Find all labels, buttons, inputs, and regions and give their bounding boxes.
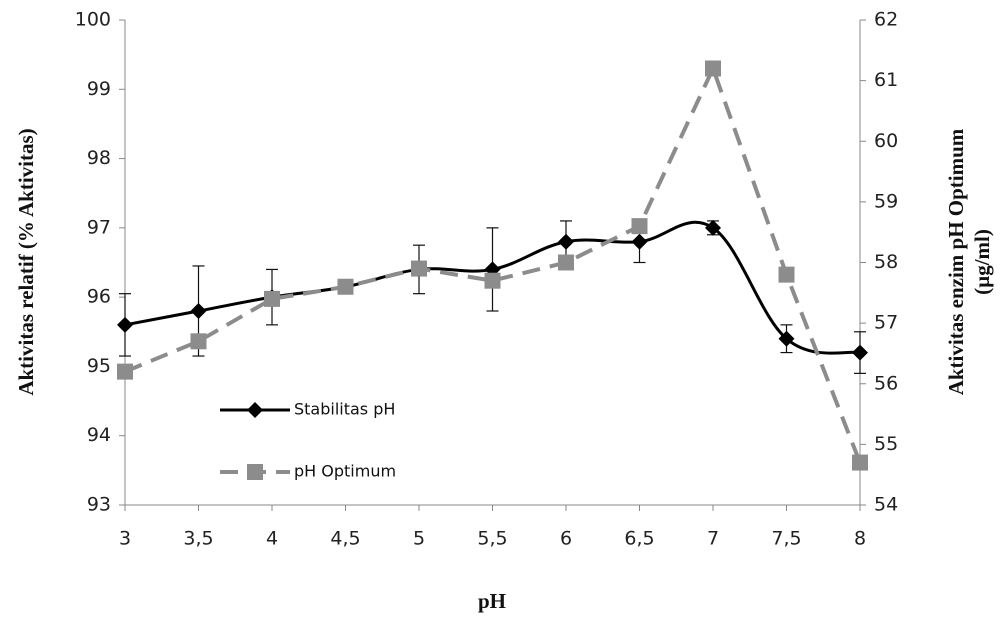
series-line — [124, 63, 862, 464]
x-tick-label: 6,5 — [624, 528, 654, 550]
x-tick-label: 3 — [119, 528, 131, 550]
point — [117, 363, 133, 380]
point — [705, 219, 721, 236]
point — [117, 316, 133, 333]
legend-marker — [247, 402, 263, 418]
y-tick-label: 96 — [87, 286, 111, 308]
x-tick-label: 7 — [707, 528, 719, 550]
y2-tick-label: 62 — [874, 9, 898, 31]
legend-label: pH Optimum — [294, 462, 396, 481]
x-axis-title: pH — [478, 589, 506, 613]
x-tick-label: 5 — [413, 528, 425, 550]
point — [558, 254, 574, 271]
x-tick-label: 4 — [266, 528, 278, 550]
y2-tick-label: 54 — [874, 494, 898, 516]
y-axis-title: Aktivitas relatif (% Aktivitas) — [14, 128, 38, 395]
x-tick-label: 3,5 — [183, 528, 213, 550]
point — [778, 330, 795, 347]
point — [411, 260, 427, 277]
y2-tick-label: 61 — [874, 69, 898, 91]
x-tick-label: 5,5 — [477, 528, 507, 550]
x-tick-label: 8 — [854, 528, 866, 550]
y2-tick-label: 58 — [874, 251, 898, 273]
point — [484, 272, 501, 289]
y2-tick-label: 57 — [874, 312, 898, 334]
point — [852, 344, 868, 361]
y-tick-label: 97 — [87, 216, 111, 238]
y2-tick-label: 56 — [874, 372, 898, 394]
point — [190, 333, 207, 350]
y-tick-label: 99 — [87, 78, 111, 100]
point — [190, 303, 207, 319]
point — [778, 266, 795, 283]
series-line — [124, 220, 861, 355]
y2-tick-label: 59 — [874, 190, 898, 212]
y-tick-label: 95 — [87, 355, 111, 377]
point — [631, 218, 648, 235]
y2-tick-label: 60 — [874, 130, 898, 152]
legend-marker — [247, 464, 263, 480]
point — [631, 233, 648, 250]
legend-label: Stabilitas pH — [294, 400, 395, 419]
point — [705, 60, 721, 77]
y-tick-label: 94 — [87, 424, 111, 446]
point — [264, 290, 280, 307]
point — [852, 454, 868, 471]
x-tick-label: 6 — [560, 528, 572, 550]
x-tick-label: 7,5 — [771, 528, 801, 550]
y-tick-label: 93 — [87, 494, 111, 516]
y-tick-label: 98 — [87, 147, 111, 169]
x-tick-label: 4,5 — [330, 528, 360, 550]
y-tick-label: 100 — [75, 9, 111, 31]
point — [337, 278, 354, 295]
y2-axis-title: (µg/ml) — [970, 229, 994, 295]
y2-axis-title: Aktivitas enzim pH Optimum — [944, 128, 968, 395]
point — [558, 233, 574, 250]
y2-tick-label: 55 — [874, 433, 898, 455]
